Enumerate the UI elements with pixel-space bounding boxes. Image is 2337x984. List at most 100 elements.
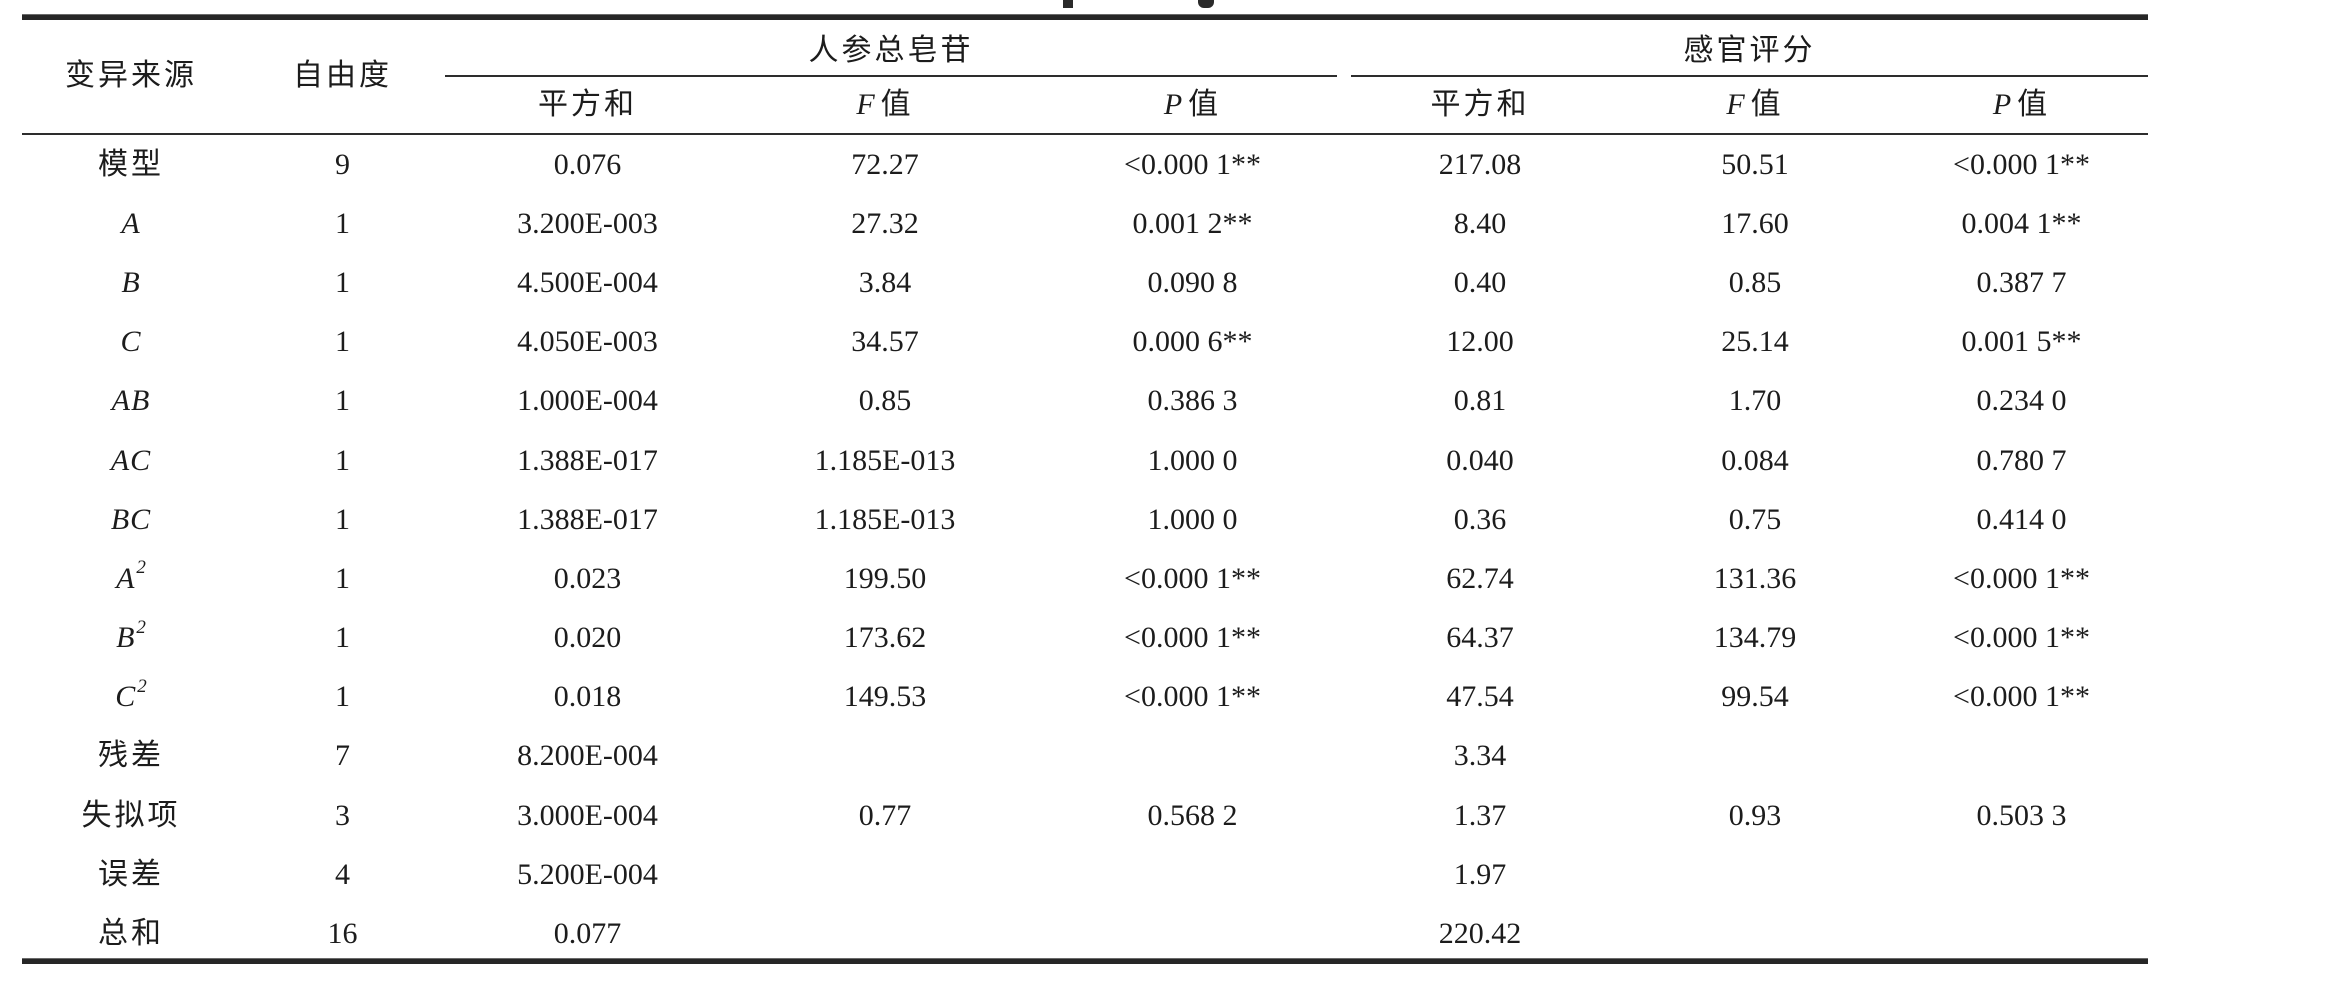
table-cell [1895, 904, 2148, 963]
table-row: 失拟项 3 3.000E-004 0.77 0.568 2 1.37 0.93 … [22, 786, 2148, 845]
table-cell: 0.023 [553, 561, 622, 595]
table-row: 误差 4 5.200E-004 1.97 [22, 845, 2148, 904]
table-cell: <0.000 1** [1953, 147, 2090, 181]
table-cell: 0.414 0 [1976, 502, 2067, 536]
table-cell: 0.568 2 [1147, 798, 1238, 832]
table-cell: 3 [335, 798, 350, 832]
table-cell: 4.500E-004 [517, 265, 658, 299]
header-sub-text: 值 [880, 88, 914, 121]
table-cell: 0.85 [1728, 265, 1782, 299]
table-cell: 72.27 [851, 147, 919, 181]
table-cell: 1.70 [1728, 384, 1782, 418]
table-cell: 1.97 [1453, 857, 1507, 891]
table-cell: 3.84 [858, 265, 912, 299]
header-sub-text: 平方和 [538, 88, 637, 121]
table-cell [1040, 845, 1345, 904]
table-row: A 1 3.200E-003 27.32 0.001 2** 8.40 17.6… [22, 194, 2148, 253]
table-cell: 131.36 [1713, 561, 1797, 595]
table-cell [730, 727, 1040, 786]
table-cell: 1 [335, 621, 350, 655]
row-label-superscript: 2 [136, 557, 146, 579]
table-cell [1615, 727, 1895, 786]
table-cell: <0.000 1** [1953, 680, 2090, 714]
table-row: 总和 16 0.077 220.42 [22, 904, 2148, 963]
row-label-superscript: 2 [136, 616, 146, 638]
row-label: 总和 [98, 917, 164, 951]
row-label: AB [111, 384, 151, 418]
table-cell: 0.780 7 [1976, 443, 2067, 477]
table-cell: 0.93 [1728, 798, 1782, 832]
table-cell: 3.200E-003 [517, 206, 658, 240]
table-cell: 17.60 [1721, 206, 1789, 240]
header-sub-italic: P [1992, 88, 2012, 121]
row-label-superscript: 2 [137, 675, 147, 697]
table-cell: 0.084 [1721, 443, 1789, 477]
row-label: A [121, 206, 141, 240]
header-sub-italic: F [1726, 88, 1745, 121]
table-cell [1615, 904, 1895, 963]
table-cell: 1.37 [1453, 798, 1507, 832]
table-row: 残差 7 8.200E-004 3.34 [22, 727, 2148, 786]
header-sub-text: 值 [1750, 88, 1784, 121]
header-sub-text: 平方和 [1430, 88, 1530, 121]
table-cell: 99.54 [1721, 680, 1789, 714]
table-cell: <0.000 1** [1124, 147, 1261, 181]
table-cell: 0.040 [1446, 443, 1514, 477]
table-cell: 1.000E-004 [517, 384, 658, 418]
header-degrees-of-freedom: 自由度 [293, 59, 392, 92]
table-cell: 199.50 [843, 561, 927, 595]
table-cell: 9 [335, 147, 350, 181]
row-label: 残差 [98, 739, 164, 773]
header-sum-of-squares: 平方和 [1345, 77, 1615, 133]
table-cell [1895, 845, 2148, 904]
table-cell: 220.42 [1438, 917, 1522, 951]
table-cell: 0.077 [553, 917, 622, 951]
row-label: AC [110, 443, 152, 477]
table-cell: 3.34 [1453, 739, 1507, 773]
table-cell: 0.386 3 [1147, 384, 1238, 418]
table-bottom-rule [22, 958, 2148, 964]
table-cell: 1.185E-013 [814, 502, 956, 536]
table-cell: 62.74 [1446, 561, 1514, 595]
cropped-caption-fragment [1198, 0, 1214, 8]
table-cell: 134.79 [1713, 621, 1797, 655]
table-cell [1615, 845, 1895, 904]
table-cell: 4.050E-003 [517, 325, 658, 359]
table-cell: 0.387 7 [1976, 265, 2067, 299]
table-row: B 1 4.500E-004 3.84 0.090 8 0.40 0.85 0.… [22, 253, 2148, 312]
table-cell: 64.37 [1446, 621, 1514, 655]
row-label: 模型 [98, 147, 164, 181]
table-cell: 50.51 [1721, 147, 1789, 181]
table-cell: 1.000 0 [1147, 502, 1238, 536]
table-row: 模型 9 0.076 72.27 <0.000 1** 217.08 50.51… [22, 135, 2148, 194]
table-cell [730, 845, 1040, 904]
table-cell [1040, 727, 1345, 786]
table-cell: <0.000 1** [1953, 621, 2090, 655]
table-cell: <0.000 1** [1124, 561, 1261, 595]
table-cell: 1 [335, 265, 350, 299]
table-row: BC 1 1.388E-017 1.185E-013 1.000 0 0.36 … [22, 490, 2148, 549]
table-cell: 1 [335, 384, 350, 418]
table-cell: <0.000 1** [1124, 680, 1261, 714]
table-cell: 1.000 0 [1147, 443, 1238, 477]
table-cell: 34.57 [851, 325, 919, 359]
table-cell: 1.388E-017 [517, 443, 658, 477]
table-cell: 0.234 0 [1976, 384, 2067, 418]
table-cell: 0.004 1** [1961, 206, 2082, 240]
table-cell: 0.85 [858, 384, 912, 418]
table-cell: 0.81 [1453, 384, 1507, 418]
table-cell: <0.000 1** [1953, 561, 2090, 595]
table-cell: 173.62 [843, 621, 927, 655]
table-cell: 0.503 3 [1976, 798, 2067, 832]
table-body: 模型 9 0.076 72.27 <0.000 1** 217.08 50.51… [22, 135, 2148, 964]
